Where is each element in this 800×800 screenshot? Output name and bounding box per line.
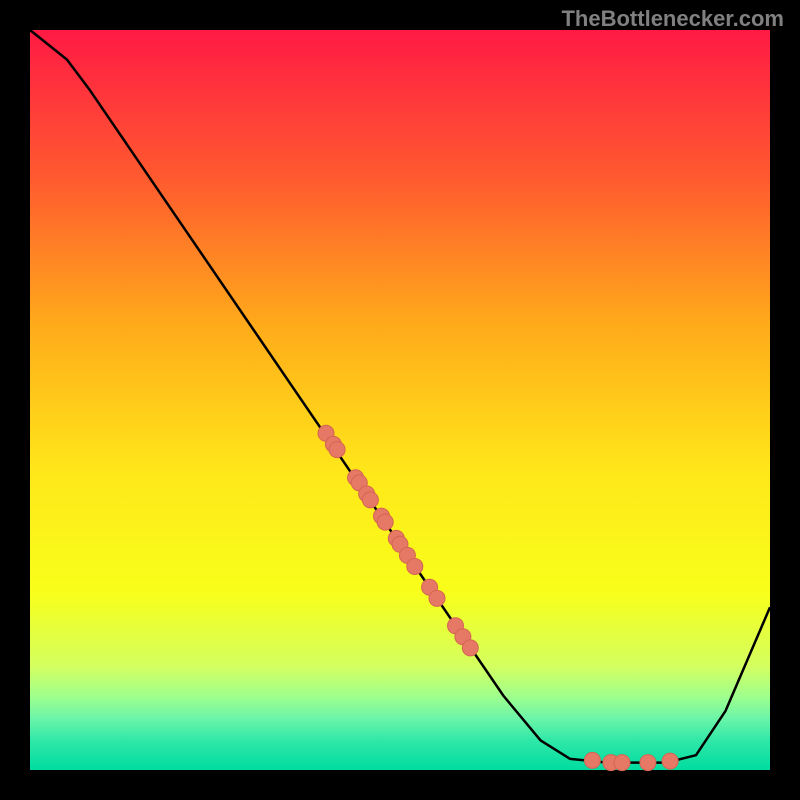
- data-point: [429, 590, 445, 606]
- data-point: [584, 752, 600, 768]
- data-point: [377, 514, 393, 530]
- data-point: [329, 442, 345, 458]
- data-point: [407, 559, 423, 575]
- data-point: [362, 492, 378, 508]
- watermark-label: TheBottlenecker.com: [561, 6, 784, 32]
- chart-svg: [0, 0, 800, 800]
- data-point: [640, 755, 656, 771]
- data-point: [462, 640, 478, 656]
- data-point: [614, 755, 630, 771]
- chart-container: TheBottlenecker.com: [0, 0, 800, 800]
- plot-background: [30, 30, 770, 770]
- data-point: [662, 753, 678, 769]
